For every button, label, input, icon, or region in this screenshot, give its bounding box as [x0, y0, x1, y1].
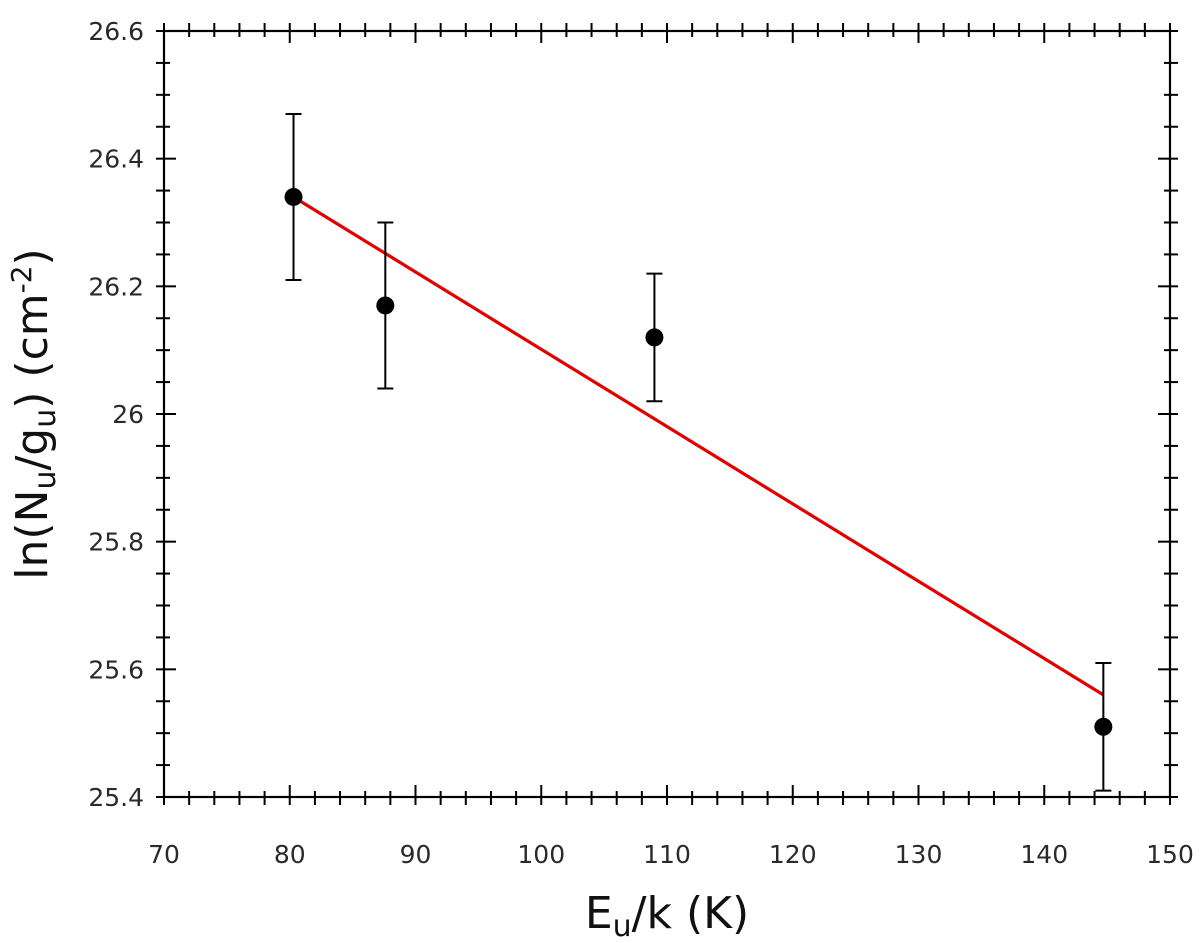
data-point-group — [645, 272, 664, 403]
x-tick-label: 80 — [274, 840, 306, 869]
y-tick-label: 26 — [112, 400, 144, 429]
x-tick-label: 100 — [517, 840, 565, 869]
data-point-group — [1094, 661, 1113, 792]
data-point-group — [376, 221, 395, 390]
data-point — [645, 328, 664, 347]
y-tick-label: 25.8 — [88, 528, 144, 557]
data-points — [284, 112, 1113, 792]
x-tick-label: 130 — [895, 840, 943, 869]
tick-labels: 70 80 90 100 110 120 130 140 150 25.4 25.6 25.8 26 26… — [88, 17, 1194, 869]
data-point — [376, 296, 395, 315]
y-tick-label: 26.4 — [88, 145, 144, 174]
x-tick-label: 110 — [643, 840, 691, 869]
fit-line-group — [292, 195, 1105, 697]
y-axis-label: ln(Nu/gu) (cm-2) — [5, 248, 63, 579]
y-tick-label: 25.4 — [88, 783, 144, 812]
axis-ticks — [156, 23, 1178, 805]
fit-line — [292, 195, 1105, 697]
x-tick-label: 120 — [769, 840, 817, 869]
x-tick-label: 150 — [1146, 840, 1194, 869]
data-point — [284, 187, 303, 206]
data-point-group — [284, 112, 303, 281]
y-tick-label: 26.2 — [88, 272, 144, 301]
y-tick-label: 26.6 — [88, 17, 144, 46]
plot-frame — [162, 29, 1172, 799]
x-tick-label: 90 — [400, 840, 432, 869]
x-axis-label: Eu/k (K) — [585, 888, 749, 943]
y-tick-label: 25.6 — [88, 655, 144, 684]
x-tick-label: 140 — [1020, 840, 1068, 869]
x-tick-label: 70 — [148, 840, 180, 869]
data-point — [1094, 717, 1113, 736]
